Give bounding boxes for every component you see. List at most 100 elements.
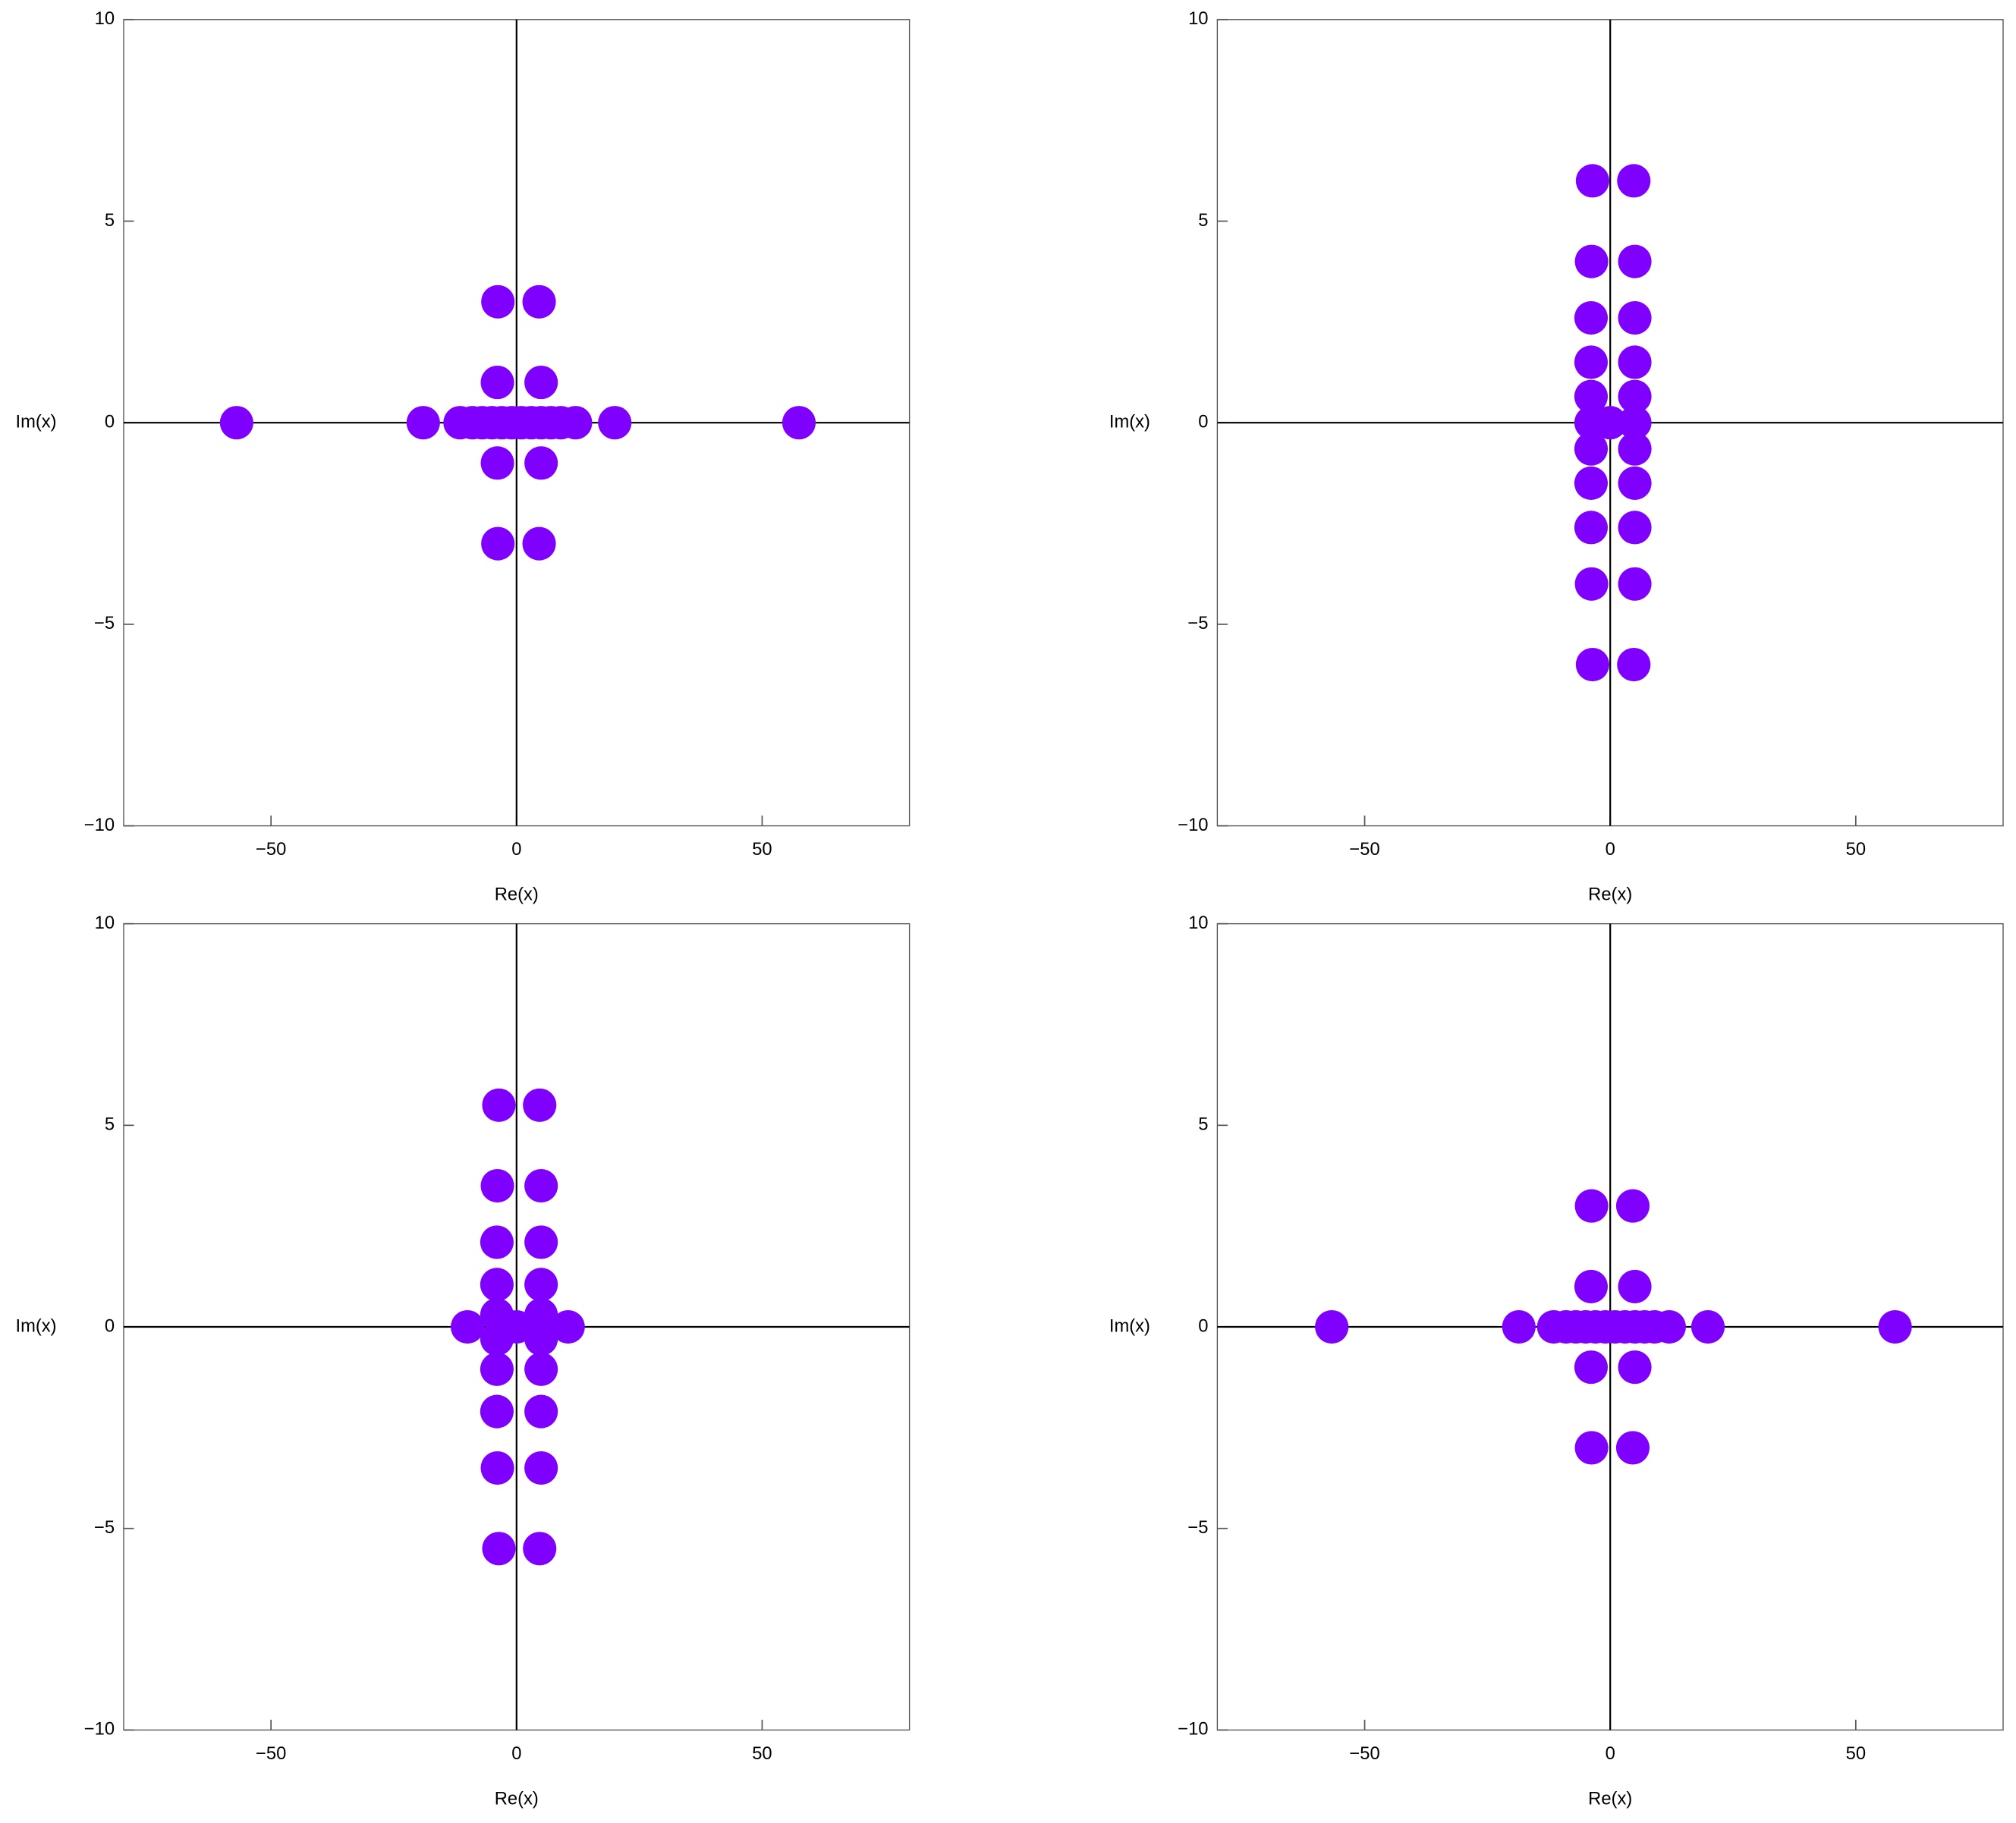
point — [1618, 345, 1652, 379]
y-tick-label: 10 — [1188, 913, 1208, 933]
x-tick-label: 0 — [511, 1743, 521, 1764]
point — [480, 1268, 514, 1302]
y-tick-label: 0 — [1198, 1315, 1208, 1336]
point — [1574, 1431, 1609, 1465]
point — [524, 1394, 558, 1429]
x-tick-label: 0 — [1606, 839, 1615, 860]
y-tick-label: 5 — [105, 210, 115, 231]
point — [1618, 511, 1652, 545]
point — [481, 284, 515, 319]
point — [1618, 300, 1652, 335]
y-tick-label: 10 — [95, 913, 115, 933]
point — [481, 526, 515, 561]
y-tick-label: −5 — [1187, 613, 1208, 633]
point — [1618, 1269, 1652, 1303]
point — [1574, 1269, 1609, 1303]
y-tick-label: 5 — [105, 1114, 115, 1135]
y-tick-label: −10 — [1178, 1719, 1208, 1740]
x-tick-label: −50 — [256, 839, 286, 860]
x-axis-label: Re(x) — [495, 1788, 539, 1809]
point — [1618, 567, 1652, 601]
y-tick-label: −10 — [84, 1719, 115, 1740]
point — [482, 1532, 516, 1566]
point — [1618, 379, 1652, 413]
x-tick-label: −50 — [256, 1743, 286, 1764]
x-tick-label: −50 — [1349, 839, 1379, 860]
point — [1502, 1309, 1536, 1344]
x-axis-label: Re(x) — [1588, 885, 1632, 905]
y-axis-label: Im(x) — [1109, 1315, 1150, 1336]
x-axis-label: Re(x) — [495, 885, 539, 905]
point — [480, 1225, 514, 1259]
point — [1618, 1350, 1652, 1385]
point — [522, 526, 556, 561]
point — [524, 1225, 558, 1259]
point — [1574, 379, 1609, 413]
point — [1615, 1431, 1650, 1465]
y-tick-label: 5 — [1198, 210, 1208, 231]
point — [1315, 1309, 1349, 1344]
y-tick-label: −5 — [94, 613, 115, 633]
point — [219, 406, 253, 440]
point — [1574, 1350, 1609, 1385]
point — [524, 1268, 558, 1302]
point — [480, 1352, 514, 1386]
point — [558, 406, 593, 440]
x-tick-label: 0 — [511, 839, 521, 860]
point — [524, 1451, 558, 1485]
x-tick-label: 50 — [752, 1743, 772, 1764]
point — [524, 1352, 558, 1386]
point — [1574, 300, 1609, 335]
point — [551, 1309, 585, 1344]
point — [1878, 1309, 1912, 1344]
point — [1593, 406, 1628, 440]
point — [1615, 1189, 1650, 1223]
point — [1690, 1309, 1725, 1344]
y-axis-label: Im(x) — [15, 1315, 56, 1336]
point — [1575, 164, 1609, 198]
point — [1574, 432, 1609, 466]
y-tick-label: 10 — [95, 8, 115, 29]
point — [1617, 647, 1651, 682]
point — [1618, 244, 1652, 278]
point — [1574, 244, 1609, 278]
point — [1574, 466, 1609, 500]
y-axis-label: Im(x) — [15, 411, 56, 432]
point — [523, 1088, 557, 1122]
x-tick-label: 0 — [1606, 1743, 1615, 1764]
point — [524, 446, 558, 480]
x-axis-label: Re(x) — [1588, 1788, 1632, 1809]
y-tick-label: 0 — [105, 411, 115, 432]
y-tick-label: −5 — [1187, 1517, 1208, 1538]
point — [523, 1532, 557, 1566]
point — [524, 365, 558, 400]
point — [406, 406, 440, 440]
point — [480, 1168, 514, 1203]
point — [480, 1451, 514, 1485]
point — [480, 446, 514, 480]
point — [1574, 567, 1609, 601]
point — [1652, 1309, 1686, 1344]
point — [451, 1309, 485, 1344]
point — [1574, 345, 1609, 379]
x-tick-label: 50 — [1846, 1743, 1866, 1764]
x-tick-label: 50 — [752, 839, 772, 860]
y-axis-label: Im(x) — [1109, 411, 1150, 432]
point — [1574, 511, 1609, 545]
point — [1618, 406, 1652, 440]
point — [1618, 466, 1652, 500]
y-tick-label: −5 — [94, 1517, 115, 1538]
y-tick-label: 10 — [1188, 8, 1208, 29]
y-tick-label: 5 — [1198, 1114, 1208, 1135]
y-tick-label: 0 — [1198, 411, 1208, 432]
point — [1574, 1189, 1609, 1223]
point — [782, 406, 816, 440]
point — [524, 1168, 558, 1203]
x-tick-label: −50 — [1349, 1743, 1379, 1764]
point — [1617, 164, 1651, 198]
y-tick-label: 0 — [105, 1315, 115, 1336]
point — [598, 406, 632, 440]
x-tick-label: 50 — [1846, 839, 1866, 860]
y-tick-label: −10 — [1178, 815, 1208, 835]
